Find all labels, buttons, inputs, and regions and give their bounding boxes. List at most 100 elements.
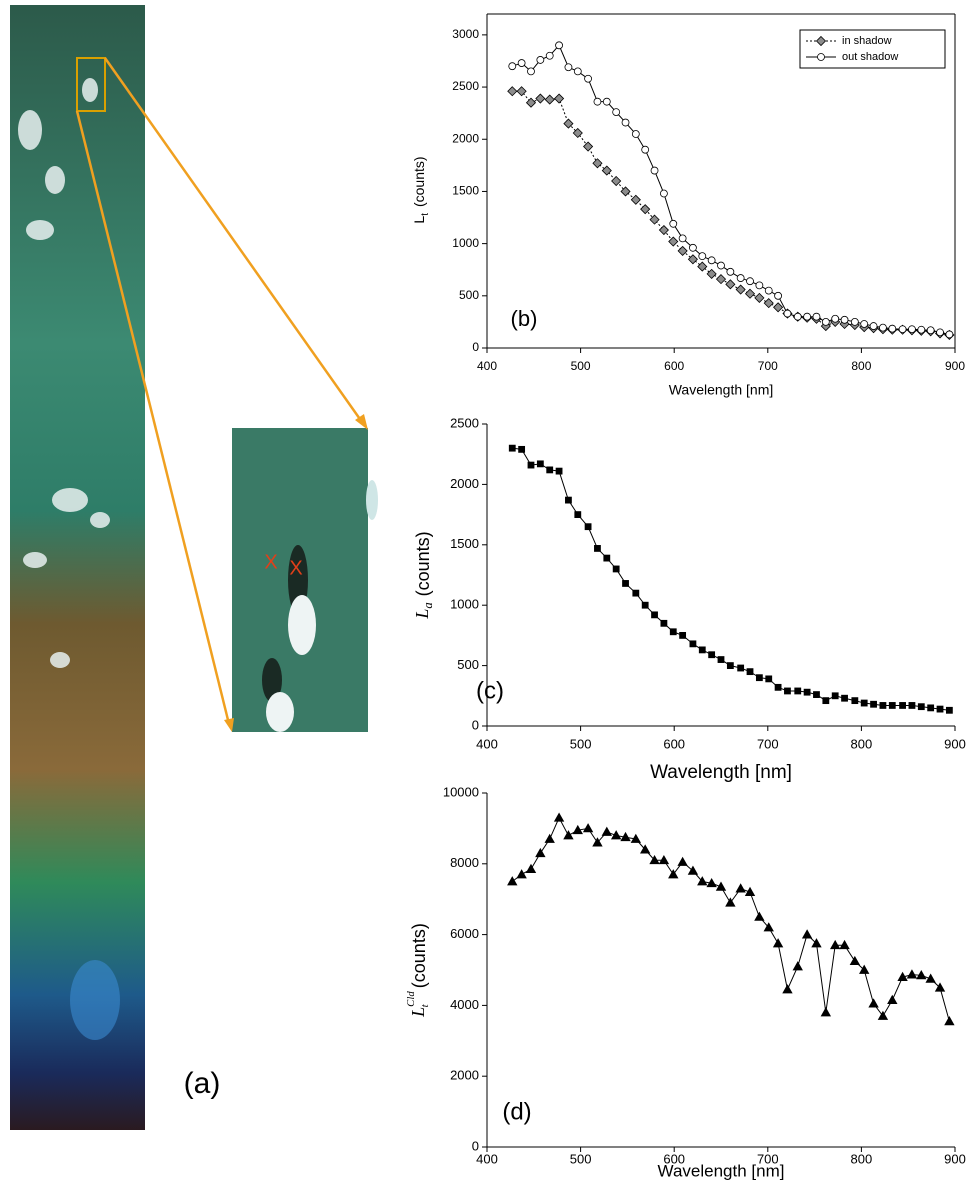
data-point (698, 646, 706, 654)
data-point (668, 236, 679, 247)
y-tick-label: 4000 (450, 997, 479, 1012)
inset-image (232, 428, 378, 732)
data-point (592, 837, 603, 847)
data-point (708, 651, 716, 659)
y-axis-unit: (counts) (411, 156, 427, 207)
data-point (877, 1010, 889, 1020)
data-point (565, 496, 572, 504)
data-point (851, 697, 859, 705)
data-point (897, 971, 908, 981)
data-point (773, 302, 784, 313)
data-point (860, 699, 868, 707)
panel-label: (a) (184, 1067, 221, 1100)
data-point (744, 288, 756, 299)
x-tick-label: 800 (851, 1151, 873, 1166)
data-point (584, 523, 592, 531)
series-line (512, 447, 950, 711)
data-point (525, 863, 537, 874)
data-point (784, 687, 791, 695)
data-point (746, 668, 754, 676)
y-tick-label: 3000 (452, 27, 479, 41)
data-point (640, 844, 651, 854)
y-tick-label: 2000 (452, 131, 479, 145)
data-point (934, 982, 946, 992)
data-point (888, 324, 897, 333)
data-point (899, 702, 906, 709)
data-point (601, 165, 612, 176)
x-tick-label: 500 (570, 736, 592, 751)
x-axis-label: Wavelength [nm] (669, 382, 774, 398)
data-point (697, 261, 708, 272)
data-point (669, 628, 677, 636)
legend-label: in shadow (842, 35, 892, 47)
y-axis-subscript: t (420, 213, 431, 216)
data-point (755, 674, 763, 682)
data-point (678, 234, 687, 243)
data-point (687, 865, 699, 875)
legend-marker (815, 35, 827, 47)
data-point (879, 702, 887, 709)
data-point (572, 824, 583, 835)
data-point (908, 325, 916, 334)
data-point (812, 312, 821, 321)
data-point (717, 656, 725, 663)
x-tick-label: 700 (757, 1151, 779, 1166)
data-point (744, 886, 756, 897)
y-tick-label: 500 (457, 657, 479, 672)
data-point (927, 704, 935, 712)
data-point (660, 619, 668, 627)
series-line (512, 90, 950, 336)
panel-label: (b) (511, 306, 538, 331)
data-point (831, 692, 839, 700)
data-point (831, 314, 840, 323)
data-point (850, 318, 859, 326)
x-tick-label: 500 (570, 1151, 592, 1166)
data-point (849, 955, 861, 966)
data-point (555, 467, 563, 475)
y-tick-label: 500 (459, 288, 479, 302)
data-point (640, 204, 651, 215)
data-point (658, 854, 670, 865)
data-point (545, 51, 554, 60)
data-point (508, 444, 516, 452)
data-point (945, 706, 953, 714)
data-point (822, 697, 830, 705)
y-tick-label: 0 (472, 1138, 479, 1153)
data-point (792, 961, 803, 971)
data-point (612, 108, 621, 117)
data-point (572, 127, 583, 139)
data-point (917, 703, 925, 711)
data-point (725, 897, 736, 907)
data-point (754, 292, 765, 303)
data-point (649, 214, 660, 225)
data-point (507, 876, 518, 886)
data-point (917, 325, 926, 334)
data-point (677, 245, 688, 256)
legend: in shadow out shadow (799, 29, 946, 69)
x-tick-label: 700 (757, 736, 779, 751)
y-axis-subscript: t (419, 1003, 431, 1007)
data-point (698, 252, 707, 261)
data-point (813, 691, 820, 698)
data-point (717, 261, 725, 270)
data-point (536, 460, 544, 468)
data-point (630, 194, 641, 205)
y-axis-label: Lt (counts) (411, 156, 431, 223)
data-point (908, 702, 916, 709)
data-point (650, 166, 659, 175)
y-tick-label: 2500 (450, 415, 479, 430)
data-point (582, 823, 594, 833)
data-point (803, 312, 812, 321)
data-point (715, 881, 727, 891)
legend-box (799, 29, 946, 69)
data-point (507, 86, 518, 97)
data-point (631, 130, 640, 138)
location-marker: X (264, 551, 277, 573)
data-point (518, 445, 526, 453)
data-point (620, 186, 631, 197)
y-axis-label: La (counts) (412, 531, 435, 619)
data-point (820, 1007, 832, 1017)
legend-marker (817, 53, 825, 61)
